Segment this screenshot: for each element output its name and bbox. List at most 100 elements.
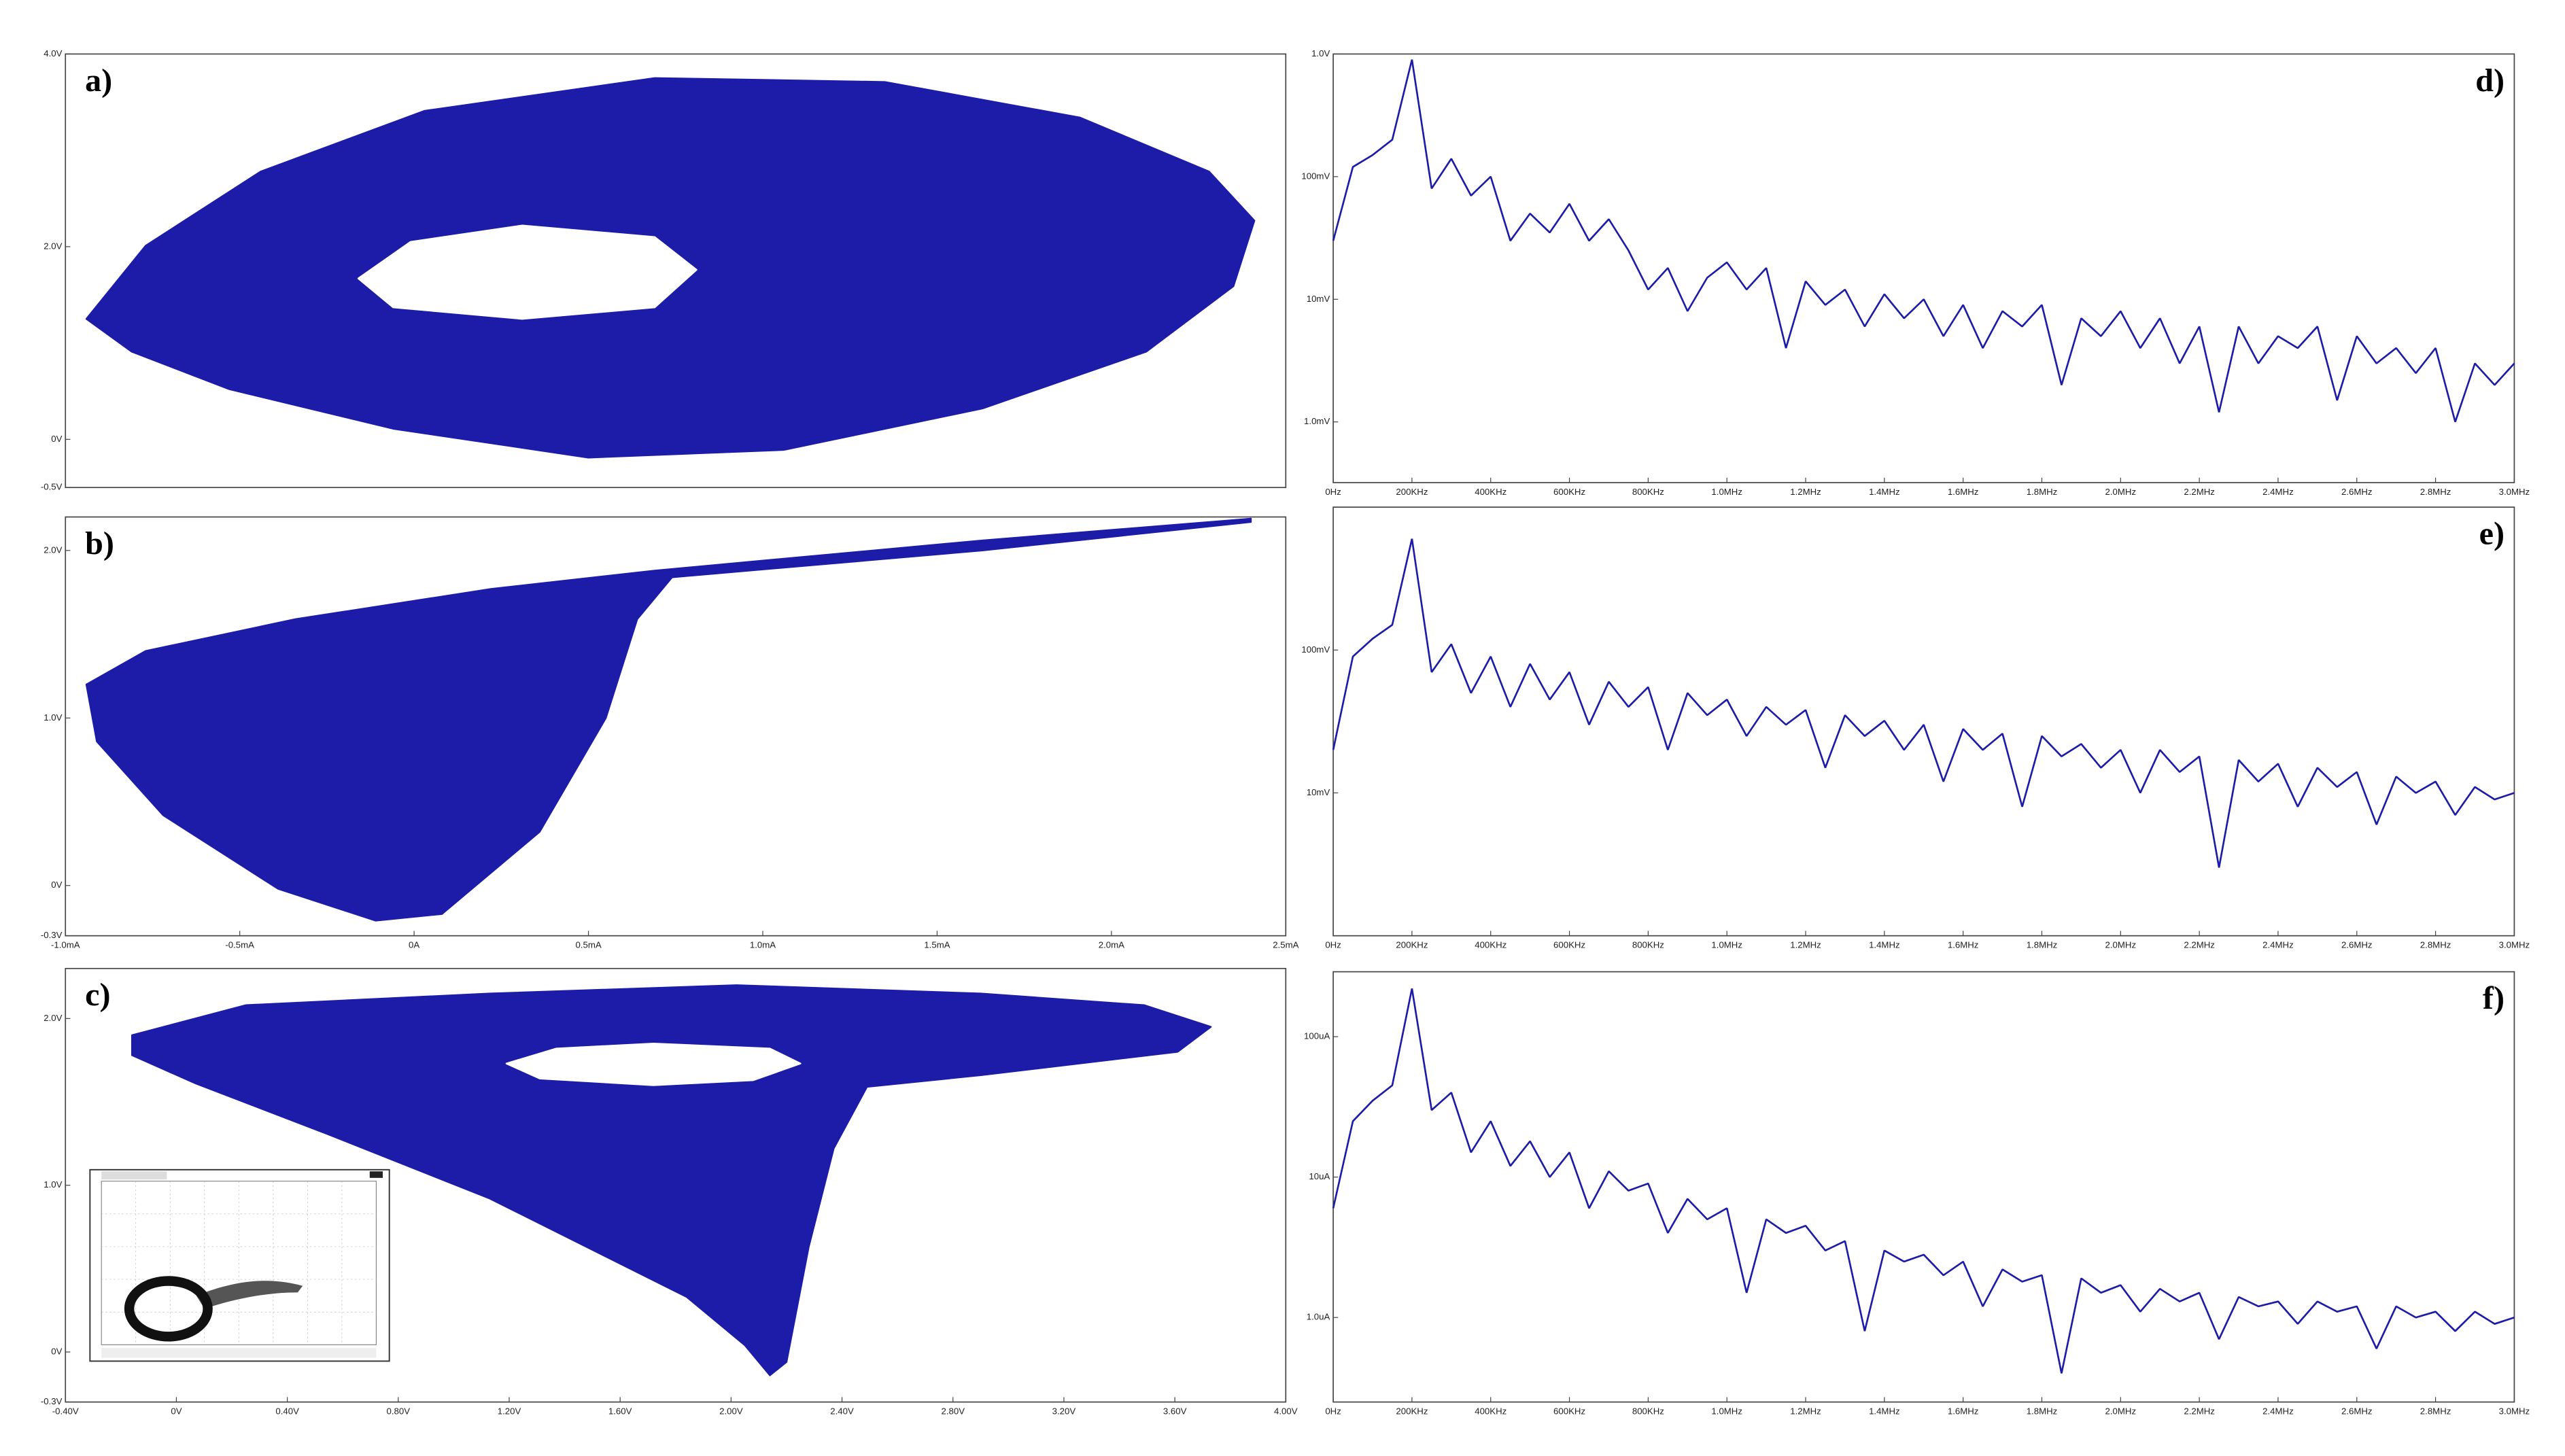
x-tick-label: 1.2MHz [1790,940,1821,950]
x-tick-label: 3.20V [1052,1406,1076,1417]
x-tick-label: 1.4MHz [1869,487,1900,497]
x-tick-label: 1.0MHz [1711,940,1742,950]
y-tick-label: 10mV [1307,787,1330,797]
x-tick-label: 2.8MHz [2420,487,2451,497]
x-tick-label: 1.8MHz [2027,487,2058,497]
x-tick-label: -0.5mA [225,940,254,950]
panel-label: d) [2475,63,2504,99]
y-tick-label: 100mV [1301,171,1330,181]
x-tick-label: 0Hz [1325,940,1341,950]
x-tick-label: 3.0MHz [2499,487,2530,497]
panel: 2.0V 1.0V 0V -0.3V-1.0mA -0.5mA 0A 0.5mA 1.0mA 1… [41,516,1299,950]
x-tick-label: 0Hz [1325,487,1341,497]
x-tick-label: 600KHz [1553,1406,1585,1417]
y-tick-label: 1.0mV [1304,416,1330,426]
x-tick-label: 2.2MHz [2184,1406,2215,1417]
x-tick-label: 800KHz [1632,940,1664,950]
x-tick-label: 2.4MHz [2262,1406,2294,1417]
x-tick-label: 2.4MHz [2262,487,2294,497]
x-tick-label: 2.2MHz [2184,940,2215,950]
panel: 100mV 10mV 0Hz 200KHz 400KHz 600KHz 800KHz 1.0M… [1301,506,2530,950]
y-tick-label: 1.0V [1311,48,1330,58]
x-tick-label: 2.2MHz [2184,487,2215,497]
x-tick-label: 200KHz [1396,1406,1428,1417]
x-tick-label: 2.6MHz [2341,1406,2373,1417]
inset-grid [101,1181,377,1345]
y-tick-label: 2.0V [44,1013,62,1023]
inset-menu [101,1348,377,1358]
x-tick-label: 1.20V [498,1406,521,1417]
x-tick-label: 400KHz [1475,1406,1507,1417]
x-tick-label: 2.8MHz [2420,940,2451,950]
x-tick-label: 0.80V [387,1406,411,1417]
panel-label: a) [85,63,112,99]
x-tick-label: 1.0MHz [1711,1406,1742,1417]
panel-label: f) [2483,980,2504,1016]
panel-label: c) [85,977,110,1013]
phase-trajectory [85,517,1252,922]
plot-frame [1332,506,2515,937]
x-tick-label: 0V [171,1406,182,1417]
x-tick-label: 3.0MHz [2499,940,2530,950]
x-tick-label: 2.4MHz [2262,940,2294,950]
oscilloscope-inset [89,1168,390,1362]
x-tick-label: 1.6MHz [1948,487,1979,497]
x-tick-label: 0A [409,940,419,950]
panel: 100uA 10uA 1.0uA 0Hz 200KHz 400KHz 600KHz 800KH… [1304,971,2530,1417]
x-tick-label: 4.00V [1274,1406,1298,1417]
x-tick-label: 2.0MHz [2105,940,2137,950]
y-tick-label: 0V [51,880,62,890]
x-tick-label: 2.0MHz [2105,1406,2137,1417]
y-tick-label: 10uA [1309,1171,1330,1181]
x-tick-label: 1.8MHz [2027,940,2058,950]
phase-trajectory [505,1042,802,1086]
x-tick-label: 1.2MHz [1790,1406,1821,1417]
x-tick-label: 0Hz [1325,1406,1341,1417]
x-tick-label: 1.5mA [924,940,950,950]
x-tick-label: 2.40V [830,1406,854,1417]
phase-trajectory [131,984,1212,1376]
x-tick-label: -1.0mA [51,940,80,950]
spectrum-line [1332,538,2515,868]
spectrum-line [1332,988,2515,1374]
x-tick-label: 1.2MHz [1790,487,1821,497]
x-tick-label: 0.5mA [575,940,601,950]
x-tick-label: 800KHz [1632,1406,1664,1417]
x-tick-label: 1.0mA [750,940,776,950]
y-tick-label: 0V [51,434,62,444]
x-tick-label: 1.60V [608,1406,632,1417]
spectrum-line [1332,59,2515,423]
y-tick-label: 1.0V [44,712,62,723]
x-tick-label: 2.6MHz [2341,940,2373,950]
y-tick-label: 100mV [1301,644,1330,655]
y-tick-label: 2.0V [44,241,62,251]
panel-label: b) [85,525,114,561]
x-tick-label: 600KHz [1553,487,1585,497]
inset-status [101,1171,167,1180]
inset-trace-loop [124,1276,213,1342]
x-tick-label: 2.00V [719,1406,743,1417]
x-tick-label: 2.80V [941,1406,965,1417]
panel: 1.0V 100mV 10mV 1.0mV 0Hz 200KHz 400KHz 600KHz 8… [1301,48,2530,497]
x-tick-label: 2.6MHz [2341,487,2373,497]
panel-label: e) [2479,515,2504,551]
y-tick-label: 1.0uA [1307,1312,1330,1322]
y-tick-label: 0V [51,1346,62,1356]
x-tick-label: 800KHz [1632,487,1664,497]
inset-indicator [369,1171,383,1178]
x-tick-label: 2.0MHz [2105,487,2137,497]
x-tick-label: 200KHz [1396,940,1428,950]
x-tick-label: 200KHz [1396,487,1428,497]
inset-trace-tail [196,1281,303,1309]
y-tick-label: -0.3V [41,1396,63,1406]
y-tick-label: -0.3V [41,930,63,940]
x-tick-label: 400KHz [1475,487,1507,497]
x-tick-label: 0.40V [275,1406,299,1417]
x-tick-label: 1.0MHz [1711,487,1742,497]
y-tick-label: 2.0V [44,544,62,555]
y-tick-label: 1.0V [44,1179,62,1190]
x-tick-label: 3.0MHz [2499,1406,2530,1417]
y-tick-label: 4.0V [44,48,62,58]
